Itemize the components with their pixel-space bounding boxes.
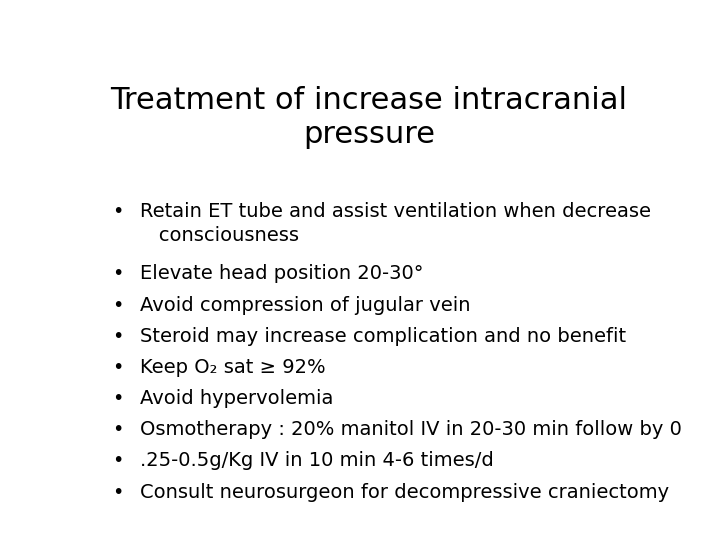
Text: Avoid hypervolemia: Avoid hypervolemia [140,389,333,408]
Text: •: • [112,295,124,315]
Text: •: • [112,358,124,377]
Text: •: • [112,389,124,408]
Text: Steroid may increase complication and no benefit: Steroid may increase complication and no… [140,327,626,346]
Text: •: • [112,202,124,221]
Text: Avoid compression of jugular vein: Avoid compression of jugular vein [140,295,471,315]
Text: Retain ET tube and assist ventilation when decrease
   consciousness: Retain ET tube and assist ventilation wh… [140,202,651,245]
Text: •: • [112,483,124,502]
Text: Keep O₂ sat ≥ 92%: Keep O₂ sat ≥ 92% [140,358,326,377]
Text: •: • [112,265,124,284]
Text: •: • [112,420,124,440]
Text: Treatment of increase intracranial
pressure: Treatment of increase intracranial press… [110,85,628,150]
Text: Elevate head position 20-30°: Elevate head position 20-30° [140,265,423,284]
Text: •: • [112,451,124,470]
Text: .25-0.5g/Kg IV in 10 min 4-6 times/d: .25-0.5g/Kg IV in 10 min 4-6 times/d [140,451,494,470]
Text: •: • [112,327,124,346]
Text: Osmotherapy : 20% manitol IV in 20-30 min follow by 0: Osmotherapy : 20% manitol IV in 20-30 mi… [140,420,682,440]
Text: Consult neurosurgeon for decompressive craniectomy: Consult neurosurgeon for decompressive c… [140,483,670,502]
